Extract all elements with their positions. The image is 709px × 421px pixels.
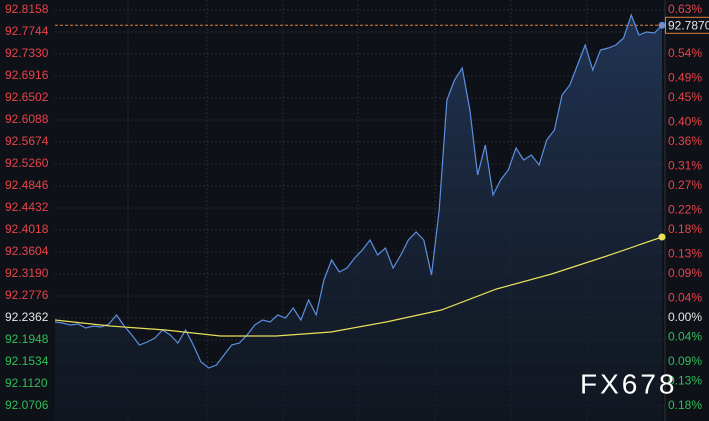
y2-tick-label: 0.49% [668, 71, 702, 85]
y2-tick-label: 0.13% [668, 374, 702, 388]
y2-tick-label: 0.00% [668, 310, 702, 324]
y2-tick-label: 0.54% [668, 46, 702, 60]
y-tick-label: 92.0706 [5, 398, 49, 412]
y2-tick-label: 0.27% [668, 178, 702, 192]
y2-tick-label: 0.63% [668, 2, 702, 16]
y-tick-label: 92.3190 [5, 266, 49, 280]
y2-tick-label: 0.09% [668, 266, 702, 280]
y2-tick-label: 0.22% [668, 203, 702, 217]
y-tick-label: 92.2362 [5, 310, 49, 324]
line [54, 236, 663, 337]
current-price-label: 92.7870 [668, 18, 709, 32]
y-tick-label: 92.4432 [5, 200, 49, 214]
y-tick-label: 92.2776 [5, 288, 49, 302]
y-tick-label: 92.5260 [5, 156, 49, 170]
area [55, 15, 662, 421]
end-dot [658, 233, 666, 241]
y-tick-label: 92.8158 [5, 2, 49, 16]
y2-tick-label: 0.09% [668, 354, 702, 368]
y2-tick-label: 0.04% [668, 291, 702, 305]
y-tick-label: 92.3604 [5, 244, 49, 258]
y-tick-label: 92.5674 [5, 134, 49, 148]
y2-tick-label: 0.45% [668, 90, 702, 104]
y-tick-label: 92.6088 [5, 112, 49, 126]
y2-tick-label: 0.18% [668, 398, 702, 412]
y2-tick-label: 0.31% [668, 159, 702, 173]
y-tick-label: 92.4018 [5, 222, 49, 236]
y-tick-label: 92.1120 [5, 376, 48, 390]
y2-tick-label: 0.18% [668, 222, 702, 236]
y-tick-label: 92.7330 [5, 46, 49, 60]
line [54, 13, 663, 369]
y2-tick-label: 0.04% [668, 330, 702, 344]
y-tick-label: 92.6916 [5, 68, 49, 82]
y2-tick-label: 0.40% [668, 115, 702, 129]
y2-tick-label: 0.36% [668, 134, 702, 148]
y2-tick-label: 0.13% [668, 247, 702, 261]
y-tick-label: 92.7744 [5, 24, 49, 38]
y-tick-label: 92.6502 [5, 90, 49, 104]
current-price-box [665, 16, 709, 34]
watermark: FX678 [580, 368, 678, 399]
y-tick-label: 92.4846 [5, 178, 49, 192]
y-tick-label: 92.1534 [5, 354, 49, 368]
y-tick-label: 92.1948 [5, 332, 49, 346]
